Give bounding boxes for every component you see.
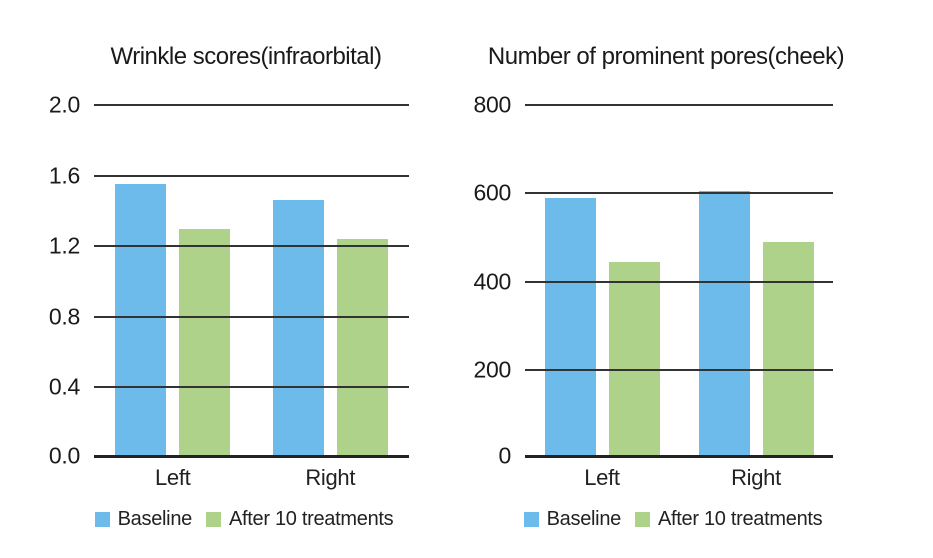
legend-item-after-10-treatments: After 10 treatments <box>634 508 823 531</box>
bar-after-10-treatments-left <box>179 228 231 458</box>
gridline-400: 400 <box>474 270 833 293</box>
y-tick-label-2.0: 2.0 <box>48 91 80 118</box>
bar-after-10-treatments-right <box>762 241 814 458</box>
chart-title: Wrinkle scores(infraorbital) <box>110 43 382 70</box>
y-tick-label-0.8: 0.8 <box>48 303 80 330</box>
y-tick-label-1.6: 1.6 <box>48 162 80 189</box>
y-tick-label-0.0: 0.0 <box>48 442 80 469</box>
legend-label: Baseline <box>117 508 193 530</box>
y-tick-label-200: 200 <box>473 356 512 383</box>
gridline-1.6: 1.6 <box>49 164 409 187</box>
x-tick-label-left: Left <box>584 465 620 490</box>
legend-item-baseline: Baseline <box>523 508 622 531</box>
legend-swatch-after-10-treatments <box>205 512 221 527</box>
x-axis-line: 0 <box>499 444 833 467</box>
legend-swatch-baseline <box>94 512 110 527</box>
gridline-0.4: 0.4 <box>49 375 409 398</box>
gridline-800: 800 <box>474 93 833 116</box>
x-tick-label-right: Right <box>731 465 781 490</box>
x-axis-line: 0.0 <box>49 444 409 467</box>
y-tick-label-800: 800 <box>473 91 512 118</box>
legend: Baseline After 10 treatments <box>503 508 843 531</box>
wrinkle-scores-chart: Wrinkle scores(infraorbital) Left Right 2.… <box>0 0 466 558</box>
plot-area: Left Right 2.0 1.6 1.2 0.8 0.4 0.0 <box>49 93 409 490</box>
bar-baseline-right <box>698 191 750 458</box>
x-tick-label-left: Left <box>155 465 191 490</box>
gridline-2.0: 2.0 <box>49 93 409 116</box>
gridline-0.8: 0.8 <box>49 305 409 328</box>
gridline-200: 200 <box>474 358 833 381</box>
y-tick-label-400: 400 <box>473 268 512 294</box>
y-tick-label-1.2: 1.2 <box>48 232 80 259</box>
bar-baseline-left <box>544 197 596 458</box>
legend-swatch-baseline <box>523 512 539 527</box>
legend-item-after-10-treatments: After 10 treatments <box>205 508 394 531</box>
bar-after-10-treatments-right <box>336 239 388 458</box>
legend-label: After 10 treatments <box>657 508 823 530</box>
plot-area: Left Right 800 600 400 200 0 <box>474 93 833 490</box>
legend-swatch-after-10-treatments <box>634 512 650 527</box>
legend-label: After 10 treatments <box>228 508 394 530</box>
legend-label: Baseline <box>546 508 622 530</box>
prominent-pores-chart: Number of prominent pores(cheek) Left Rig… <box>466 0 933 558</box>
chart-title: Number of prominent pores(cheek) <box>487 43 845 70</box>
x-tick-label-right: Right <box>305 465 356 490</box>
gridline-600: 600 <box>474 181 833 204</box>
y-tick-label-600: 600 <box>473 179 512 206</box>
legend: Baseline After 10 treatments <box>74 508 414 531</box>
legend-item-baseline: Baseline <box>94 508 193 531</box>
y-tick-label-0: 0 <box>498 442 512 469</box>
bar-baseline-right <box>272 200 324 458</box>
bar-after-10-treatments-left <box>608 261 660 458</box>
y-tick-label-0.4: 0.4 <box>48 373 80 400</box>
gridline-1.2: 1.2 <box>49 234 409 257</box>
bar-baseline-left <box>115 184 167 458</box>
